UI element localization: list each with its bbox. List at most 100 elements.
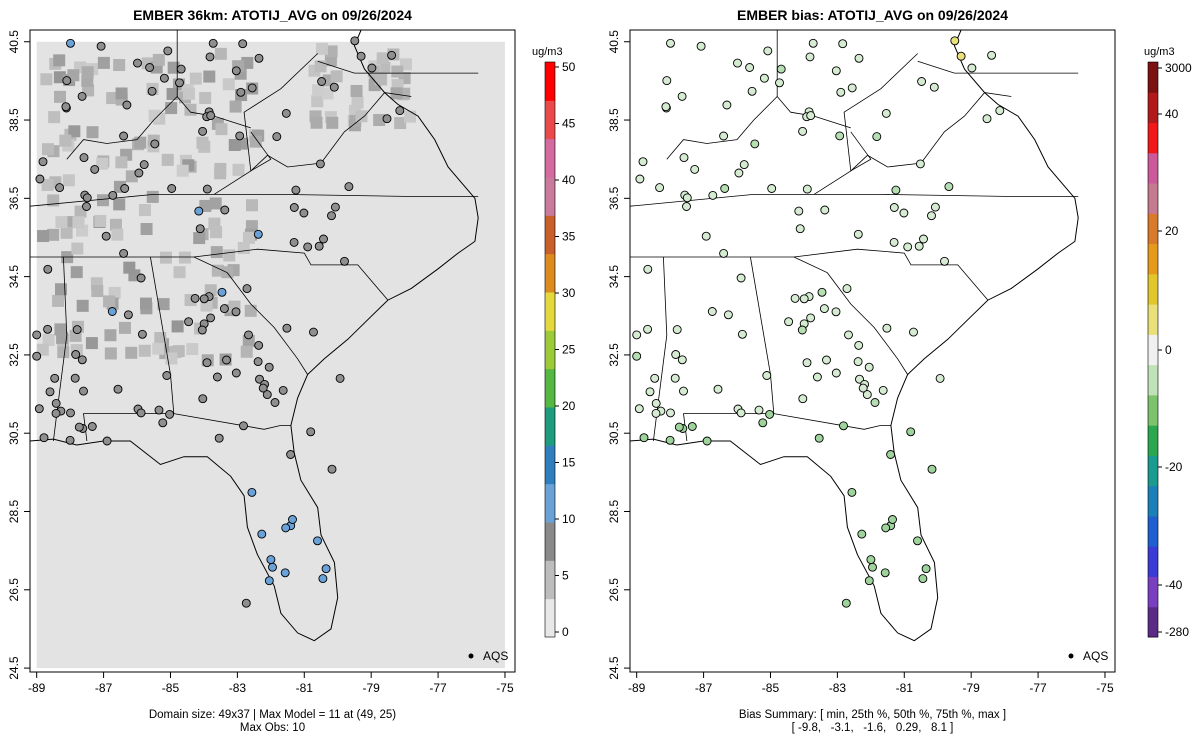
aqs-site-marker <box>356 51 366 61</box>
model-grid-cell <box>134 136 147 149</box>
aqs-site-marker <box>281 108 291 118</box>
model-grid-cell <box>56 331 69 344</box>
aqs-site-marker <box>217 287 227 297</box>
aqs-site-marker <box>944 182 954 192</box>
aqs-site-marker <box>257 529 267 539</box>
colorbar-segment <box>1148 606 1158 638</box>
colorbar-tick-label: -20 <box>1165 460 1183 474</box>
colorbar-segment <box>1148 576 1158 608</box>
aqs-site-marker <box>736 273 746 283</box>
model-map: -89 -87 -85 -83 -81 -79 -77 -75 24.5 26.5 28.5 30.5… <box>7 29 576 695</box>
model-grid-cell <box>243 231 256 244</box>
state-boundary <box>193 256 308 375</box>
aqs-site-marker <box>176 64 186 74</box>
aqs-site-marker <box>739 160 749 170</box>
aqs-site-marker <box>113 384 123 394</box>
model-grid-cell <box>152 53 165 66</box>
aqs-site-marker <box>921 564 931 574</box>
aqs-site-marker <box>775 78 784 88</box>
aqs-site-marker <box>65 435 75 445</box>
colorbar-segment <box>1148 425 1158 456</box>
aqs-site-marker <box>137 329 147 339</box>
aqs-site-marker <box>236 87 246 97</box>
aqs-site-marker <box>982 114 992 124</box>
bias-map-title: EMBER bias: ATOTIJ_AVG on 09/26/2024 <box>736 7 1009 23</box>
aqs-site-marker <box>309 327 318 337</box>
aqs-site-marker <box>329 82 339 92</box>
colorbar-segment <box>1148 304 1158 335</box>
aqs-site-marker <box>702 436 712 446</box>
aqs-site-marker <box>881 108 891 118</box>
aqs-site-marker <box>802 184 812 194</box>
model-grid-cell <box>68 125 81 138</box>
model-grid-cell <box>178 251 191 264</box>
model-grid-cell <box>312 84 325 97</box>
aqs-site-marker <box>319 234 328 244</box>
model-grid-cell <box>104 329 117 342</box>
model-caption-max-obs: Max Obs: 10 <box>239 722 306 734</box>
model-grid-cell <box>209 197 222 210</box>
aqs-site-marker <box>842 284 852 294</box>
aqs-site-marker <box>315 159 325 169</box>
aqs-site-marker <box>679 153 689 163</box>
colorbar-tick-label: 3000 <box>1165 61 1192 75</box>
colorbar-tick-label: 20 <box>1165 224 1179 238</box>
aqs-site-marker <box>197 325 207 335</box>
colorbar-segment <box>545 330 555 370</box>
aqs-site-marker <box>205 52 215 62</box>
aqs-site-marker <box>762 371 772 380</box>
aqs-site-marker <box>899 208 909 218</box>
aqs-site-marker <box>799 294 809 304</box>
aqs-site-marker <box>790 293 800 303</box>
aqs-site-marker <box>289 237 299 247</box>
aqs-site-marker <box>847 487 857 497</box>
aqs-site-marker <box>387 50 397 60</box>
state-boundary <box>173 413 291 430</box>
model-grid-cell <box>189 72 202 85</box>
aqs-site-marker <box>870 398 880 407</box>
colorbar-segment <box>545 253 555 293</box>
model-grid-cell <box>157 298 170 311</box>
model-grid-cell <box>47 228 60 241</box>
aqs-site-marker <box>661 102 671 112</box>
aqs-site-marker <box>72 325 82 335</box>
aqs-site-marker <box>701 231 711 241</box>
x-tick-label: -75 <box>496 681 514 695</box>
model-grid-cell <box>167 61 180 74</box>
aqs-site-marker <box>682 202 691 211</box>
model-grid-cell <box>59 134 72 147</box>
model-grid-cell <box>182 87 195 100</box>
aqs-site-marker <box>802 358 812 368</box>
model-grid-cell <box>203 70 216 83</box>
model-panel: EMBER 36km: ATOTIJ_AVG on 09/26/2024 -89… <box>7 7 576 734</box>
model-grid-cell <box>210 226 223 239</box>
aqs-site-marker <box>241 598 251 608</box>
y-tick-label: 36.5 <box>7 186 21 210</box>
aqs-site-marker <box>967 63 977 73</box>
aqs-site-marker <box>643 264 653 274</box>
aqs-site-marker <box>745 63 755 72</box>
aqs-site-marker <box>32 351 42 361</box>
aqs-site-marker <box>71 350 81 359</box>
model-grid-cell <box>94 214 107 227</box>
model-grid-cell <box>165 102 178 115</box>
aqs-site-marker <box>162 371 172 380</box>
aqs-site-marker <box>288 515 297 524</box>
aqs-site-marker <box>220 205 230 215</box>
aqs-site-marker <box>206 313 216 323</box>
aqs-site-marker <box>147 86 157 96</box>
aqs-site-marker <box>914 241 924 251</box>
aqs-site-marker <box>919 234 928 244</box>
colorbar-segment <box>545 560 555 600</box>
aqs-site-marker <box>670 373 680 383</box>
aqs-site-marker <box>687 422 697 431</box>
aqs-site-marker <box>206 111 216 121</box>
aqs-site-marker <box>784 317 794 327</box>
aqs-site-marker <box>882 323 892 333</box>
model-grid-cell <box>330 70 343 83</box>
aqs-site-marker <box>55 183 65 193</box>
aqs-site-marker <box>666 408 675 418</box>
model-grid-cell <box>106 92 119 105</box>
model-grid-cell <box>111 228 124 241</box>
model-grid-cell <box>139 297 152 310</box>
